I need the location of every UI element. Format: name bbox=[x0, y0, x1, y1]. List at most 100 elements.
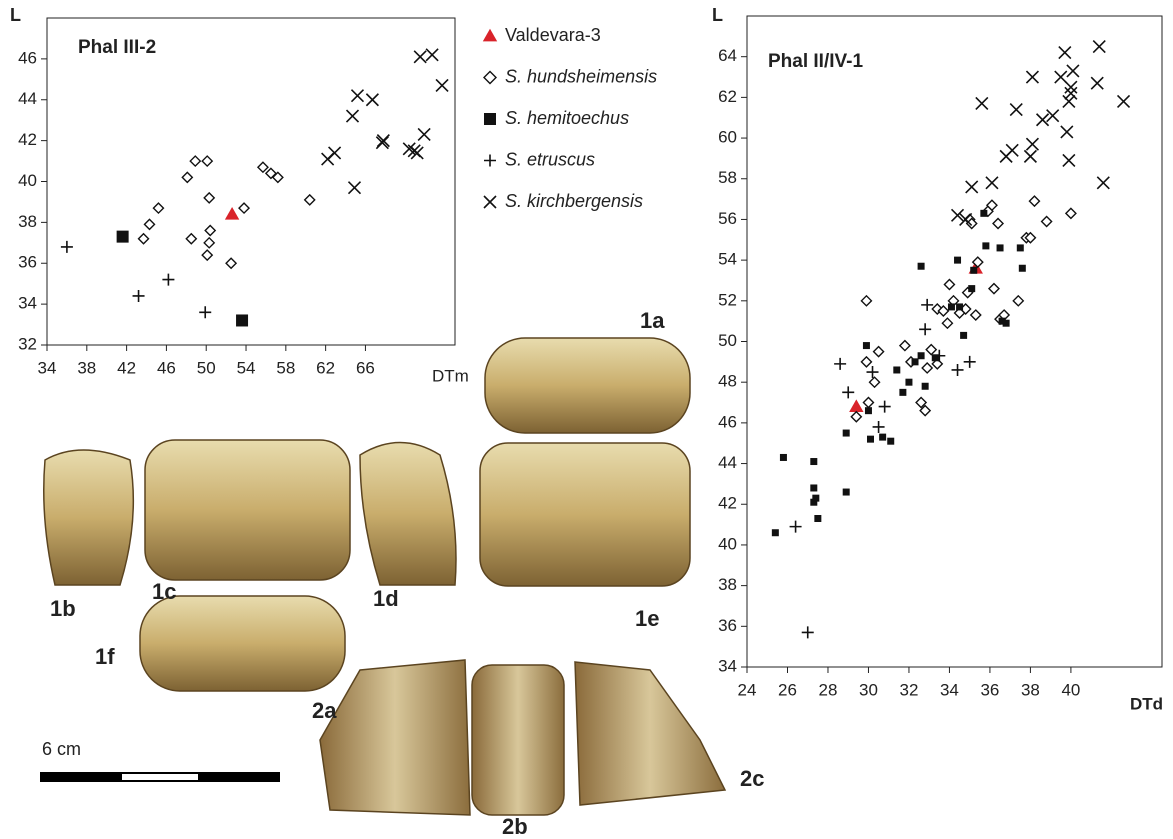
figure-label: 1f bbox=[95, 644, 115, 669]
data-point bbox=[948, 303, 955, 310]
data-point bbox=[849, 399, 863, 412]
y-tick-label: 36 bbox=[718, 616, 737, 635]
data-point bbox=[1017, 244, 1024, 251]
data-point bbox=[863, 342, 870, 349]
y-tick-label: 38 bbox=[718, 575, 737, 594]
data-point bbox=[812, 495, 819, 502]
data-point bbox=[348, 182, 360, 194]
y-tick-label: 36 bbox=[18, 253, 37, 272]
data-point bbox=[153, 203, 163, 213]
y-tick-label: 48 bbox=[718, 372, 737, 391]
data-point bbox=[834, 358, 846, 370]
data-point bbox=[802, 626, 814, 638]
data-point bbox=[918, 263, 925, 270]
y-tick-label: 34 bbox=[718, 656, 737, 675]
y-axis-label: L bbox=[712, 5, 723, 25]
x-tick-label: 36 bbox=[980, 680, 999, 699]
data-point bbox=[982, 242, 989, 249]
data-point bbox=[1093, 41, 1105, 53]
data-point bbox=[926, 345, 936, 355]
data-point bbox=[426, 49, 438, 61]
y-axis-label: L bbox=[10, 5, 21, 25]
data-point bbox=[843, 430, 850, 437]
y-tick-label: 50 bbox=[718, 331, 737, 350]
x-tick-label: 24 bbox=[738, 680, 757, 699]
x-tick-label: 26 bbox=[778, 680, 797, 699]
x-tick-label: 66 bbox=[356, 358, 375, 377]
data-point bbox=[1006, 144, 1018, 156]
data-point bbox=[861, 357, 871, 367]
data-point bbox=[182, 172, 192, 182]
legend-label: S. kirchbergensis bbox=[505, 191, 643, 211]
y-tick-label: 64 bbox=[718, 46, 737, 65]
data-point bbox=[329, 147, 341, 159]
data-point bbox=[1026, 71, 1038, 83]
data-point bbox=[1066, 208, 1076, 218]
data-point bbox=[980, 210, 987, 217]
plot-frame bbox=[747, 16, 1162, 667]
data-point bbox=[989, 284, 999, 294]
y-tick-label: 40 bbox=[18, 171, 37, 190]
figure-label: 1a bbox=[640, 308, 665, 333]
data-point bbox=[867, 436, 874, 443]
x-tick-label: 54 bbox=[237, 358, 256, 377]
data-point bbox=[1037, 114, 1049, 126]
y-tick-label: 60 bbox=[718, 128, 737, 147]
data-point bbox=[899, 389, 906, 396]
photo-1c bbox=[145, 440, 350, 580]
figure-label: 1d bbox=[373, 586, 399, 611]
data-point bbox=[1047, 110, 1059, 122]
y-tick-label: 38 bbox=[18, 212, 37, 231]
y-tick-label: 54 bbox=[718, 250, 737, 269]
data-point bbox=[863, 398, 873, 408]
photo-1d bbox=[360, 443, 456, 586]
data-point bbox=[966, 181, 978, 193]
data-point bbox=[204, 238, 214, 248]
data-point bbox=[202, 250, 212, 260]
data-point bbox=[258, 162, 268, 172]
data-point bbox=[851, 412, 861, 422]
data-point bbox=[1067, 65, 1079, 77]
y-tick-label: 32 bbox=[18, 334, 37, 353]
data-point bbox=[1029, 196, 1039, 206]
data-point bbox=[436, 79, 448, 91]
x-tick-label: 40 bbox=[1061, 680, 1080, 699]
x-tick-label: 32 bbox=[899, 680, 918, 699]
figure-label: 2c bbox=[740, 766, 764, 791]
data-point bbox=[956, 303, 963, 310]
data-point bbox=[790, 521, 802, 533]
data-point bbox=[810, 458, 817, 465]
data-point bbox=[1091, 77, 1103, 89]
data-point bbox=[225, 207, 239, 220]
data-point bbox=[205, 226, 215, 236]
y-tick-label: 40 bbox=[718, 534, 737, 553]
data-point bbox=[61, 241, 73, 253]
data-point bbox=[366, 94, 378, 106]
y-tick-label: 44 bbox=[18, 89, 37, 108]
data-point bbox=[960, 332, 967, 339]
x-tick-label: 62 bbox=[316, 358, 335, 377]
x-tick-label: 28 bbox=[819, 680, 838, 699]
data-point bbox=[204, 193, 214, 203]
data-point bbox=[1118, 95, 1130, 107]
data-point bbox=[1063, 95, 1075, 107]
data-point bbox=[905, 379, 912, 386]
y-tick-label: 58 bbox=[718, 168, 737, 187]
data-point bbox=[199, 306, 211, 318]
figure: 3438424650545862663234363840424446Phal I… bbox=[0, 0, 1173, 839]
data-point bbox=[1061, 126, 1073, 138]
data-point bbox=[912, 358, 919, 365]
data-point bbox=[874, 347, 884, 357]
photo-1b bbox=[44, 450, 134, 585]
legend-marker bbox=[484, 72, 496, 84]
data-point bbox=[921, 299, 933, 311]
x-tick-label: 50 bbox=[197, 358, 216, 377]
x-tick-label: 38 bbox=[77, 358, 96, 377]
data-point bbox=[144, 219, 154, 229]
data-point bbox=[414, 51, 426, 63]
data-point bbox=[351, 90, 363, 102]
y-tick-label: 52 bbox=[718, 290, 737, 309]
legend-label: Valdevara-3 bbox=[505, 25, 601, 45]
data-point bbox=[893, 366, 900, 373]
